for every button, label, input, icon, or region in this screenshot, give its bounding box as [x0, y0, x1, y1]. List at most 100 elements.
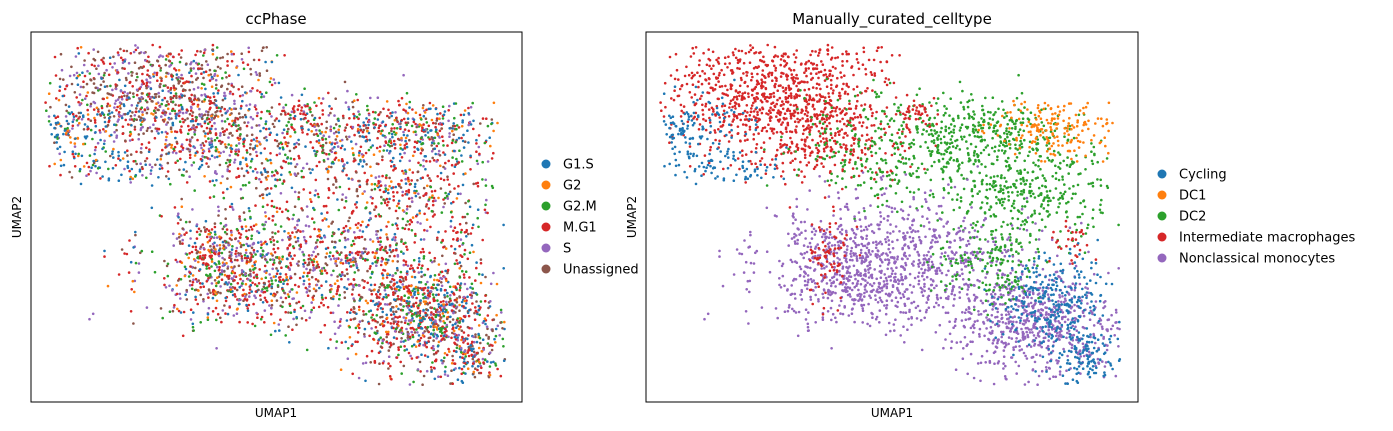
point: [310, 254, 314, 257]
point: [238, 236, 242, 239]
point: [192, 87, 196, 91]
point: [401, 217, 405, 221]
point: [467, 141, 470, 144]
point: [779, 63, 782, 67]
point: [357, 162, 361, 166]
point: [217, 209, 221, 213]
point: [145, 93, 149, 96]
point: [271, 214, 275, 218]
point: [214, 248, 217, 251]
point: [224, 224, 227, 227]
point: [186, 147, 190, 151]
point: [193, 94, 196, 97]
point: [396, 323, 399, 326]
point: [77, 111, 81, 115]
point: [57, 98, 61, 102]
point: [411, 335, 415, 339]
point: [302, 271, 306, 275]
point: [177, 112, 180, 115]
point: [64, 115, 68, 118]
point: [233, 161, 236, 164]
point: [745, 104, 749, 107]
point: [461, 183, 465, 187]
point: [396, 316, 400, 319]
point: [129, 132, 133, 136]
point: [349, 265, 353, 268]
point: [71, 124, 75, 128]
point: [53, 114, 56, 118]
point: [200, 93, 203, 97]
point: [420, 275, 423, 278]
point: [475, 261, 478, 264]
point: [148, 81, 152, 84]
point: [212, 195, 216, 198]
point: [260, 92, 264, 96]
point: [358, 185, 362, 188]
point: [479, 341, 482, 345]
point: [376, 118, 380, 121]
point: [343, 80, 347, 84]
point: [292, 107, 295, 111]
point: [402, 316, 406, 319]
point: [112, 55, 115, 59]
point: [171, 309, 175, 313]
point: [462, 146, 466, 149]
point: [228, 92, 232, 95]
point: [189, 67, 193, 70]
point: [416, 311, 420, 314]
point: [304, 224, 308, 227]
point: [132, 246, 135, 249]
point: [224, 208, 227, 211]
point: [436, 175, 440, 178]
point: [389, 364, 392, 368]
point: [164, 146, 167, 149]
point: [425, 108, 428, 112]
point: [326, 211, 329, 214]
point: [385, 203, 389, 207]
point: [288, 149, 292, 153]
point: [59, 164, 63, 168]
point: [423, 228, 426, 232]
point: [367, 123, 370, 127]
point: [343, 129, 347, 132]
point: [483, 358, 487, 362]
point: [400, 240, 403, 243]
point: [361, 319, 364, 323]
point: [427, 107, 431, 111]
point: [341, 273, 344, 276]
point: [219, 67, 222, 70]
point: [235, 255, 238, 258]
point: [109, 84, 112, 88]
point: [297, 300, 301, 304]
point: [402, 364, 406, 368]
point: [242, 137, 246, 141]
point: [492, 101, 496, 105]
point: [443, 196, 447, 200]
point: [414, 182, 417, 186]
point: [134, 230, 137, 234]
point: [217, 281, 220, 284]
point: [261, 205, 265, 208]
point: [229, 185, 233, 189]
point: [264, 60, 267, 64]
point: [405, 212, 408, 215]
point: [446, 175, 449, 178]
point: [398, 152, 402, 156]
point: [155, 73, 159, 77]
point: [469, 154, 472, 158]
point: [460, 329, 464, 333]
point: [238, 302, 241, 306]
point: [181, 117, 184, 121]
point: [490, 118, 494, 121]
point: [414, 133, 418, 136]
point: [860, 104, 863, 107]
point: [125, 49, 129, 53]
point: [70, 176, 74, 179]
point: [452, 293, 456, 296]
point: [466, 351, 470, 354]
point: [327, 135, 331, 139]
point: [484, 184, 488, 187]
point: [201, 117, 204, 120]
point: [192, 67, 195, 70]
point: [421, 293, 425, 296]
